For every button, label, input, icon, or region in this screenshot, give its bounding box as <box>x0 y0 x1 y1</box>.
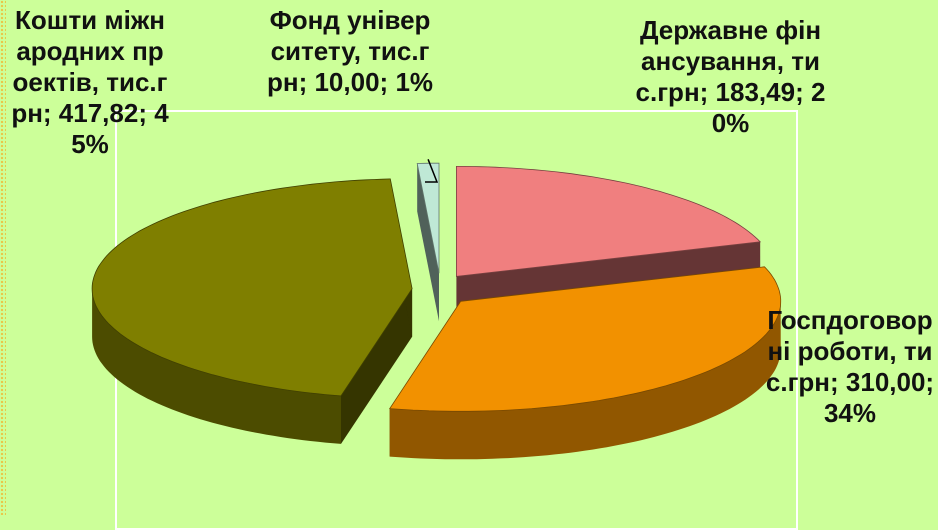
value-label: 183,49; <box>715 77 804 107</box>
category-label: Державне фінансування, тис.грн; <box>635 15 822 107</box>
data-label: Госпдоговорні роботи, тис.грн; 310,00; 3… <box>765 305 935 429</box>
slice-side <box>389 301 781 460</box>
slice <box>388 266 782 412</box>
slice <box>91 178 413 397</box>
percent-label: 20% <box>711 77 826 138</box>
category-label: Госпдоговорні роботи, тис.грн; <box>765 305 933 397</box>
value-label: 10,00; <box>314 67 389 97</box>
value-label: 417,82; <box>58 98 147 128</box>
slice <box>416 162 440 274</box>
category-label: Кошти міжнародних проектів, тис.грн; <box>11 5 168 128</box>
data-label: Державне фінансування, тис.грн; 183,49; … <box>633 15 828 139</box>
border-strip <box>0 0 6 515</box>
data-label: Фонд університету, тис.грн; 10,00; 1% <box>265 5 435 98</box>
leader-line <box>425 159 439 183</box>
slice-wall <box>341 288 413 444</box>
slice-wall <box>417 163 439 322</box>
percent-label: 1% <box>395 67 434 97</box>
percent-label: 45% <box>71 98 169 159</box>
value-label: 310,00; <box>845 367 935 397</box>
slice <box>455 165 762 277</box>
slice-side <box>92 288 341 444</box>
data-label: Кошти міжнародних проектів, тис.грн; 417… <box>10 5 170 160</box>
chart <box>91 159 782 460</box>
category-label: Фонд університету, тис.грн; <box>266 5 431 97</box>
percent-label: 34% <box>823 398 877 428</box>
